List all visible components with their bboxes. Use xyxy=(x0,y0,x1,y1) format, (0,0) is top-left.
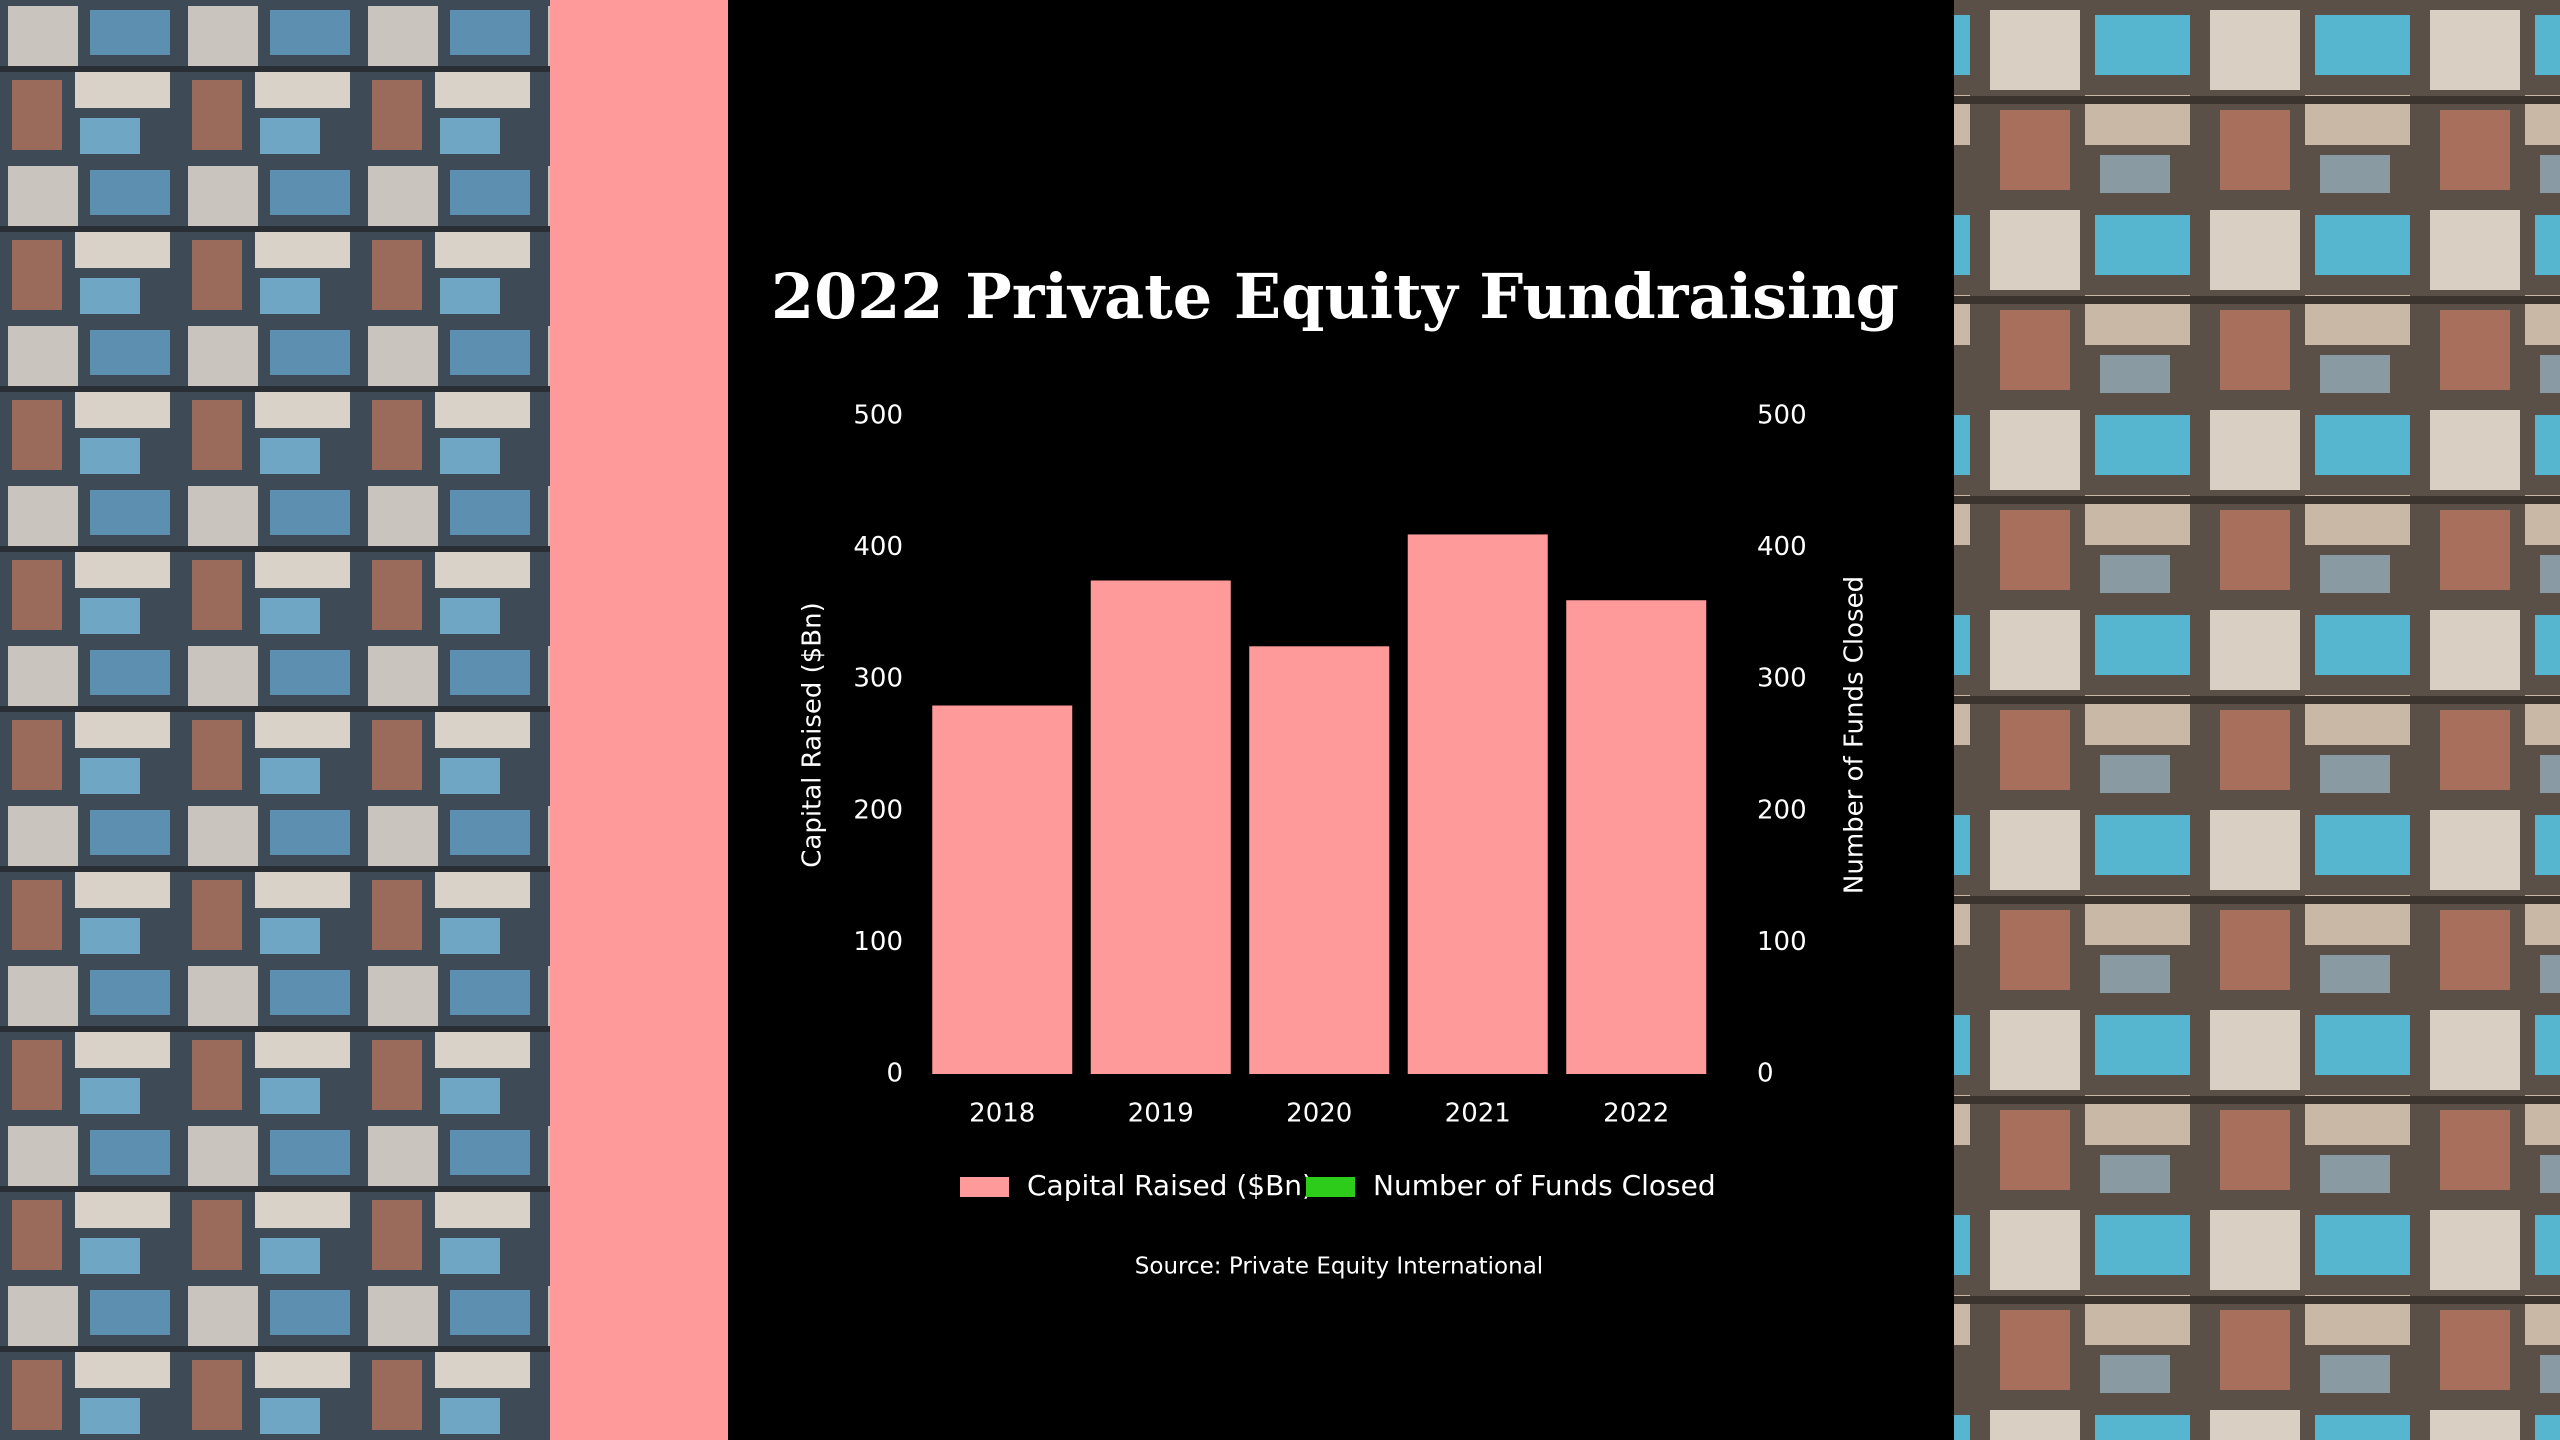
source-note: Source: Private Equity International xyxy=(1135,1254,1543,1280)
y-tick-label: 200 xyxy=(853,795,903,825)
y2-tick-label: 300 xyxy=(1757,664,1807,694)
y-tick-label: 300 xyxy=(853,664,903,694)
bar xyxy=(1090,580,1231,1074)
legend-swatch xyxy=(960,1177,1009,1197)
y-tick-label: 400 xyxy=(853,532,903,562)
bar xyxy=(932,705,1073,1074)
x-tick-label: 2020 xyxy=(1286,1099,1352,1129)
accent-strip xyxy=(550,0,728,1440)
x-tick-label: 2019 xyxy=(1128,1099,1194,1129)
bar xyxy=(1249,646,1390,1074)
x-tick-label: 2021 xyxy=(1445,1099,1511,1129)
legend-label: Capital Raised ($Bn) xyxy=(1027,1169,1313,1202)
aerial-photo-left xyxy=(0,0,550,1440)
y2-tick-label: 400 xyxy=(1757,532,1807,562)
y2-tick-label: 500 xyxy=(1757,401,1807,431)
y2-tick-label: 200 xyxy=(1757,795,1807,825)
y2-tick-label: 100 xyxy=(1757,927,1807,957)
y-tick-label: 100 xyxy=(853,927,903,957)
y-tick-label: 0 xyxy=(886,1059,903,1089)
bar xyxy=(1407,534,1548,1074)
x-tick-label: 2018 xyxy=(969,1099,1035,1129)
legend-label: Number of Funds Closed xyxy=(1373,1169,1716,1202)
y2-axis-title: Number of Funds Closed xyxy=(1840,576,1870,894)
aerial-photo-right xyxy=(1954,0,2560,1440)
bar xyxy=(1566,600,1707,1074)
y-axis-title: Capital Raised ($Bn) xyxy=(798,602,828,868)
legend-swatch xyxy=(1306,1177,1355,1197)
x-tick-label: 2022 xyxy=(1603,1099,1669,1129)
y-tick-label: 500 xyxy=(853,401,903,431)
y2-tick-label: 0 xyxy=(1757,1059,1774,1089)
chart-title: 2022 Private Equity Fundraising xyxy=(771,260,1899,333)
